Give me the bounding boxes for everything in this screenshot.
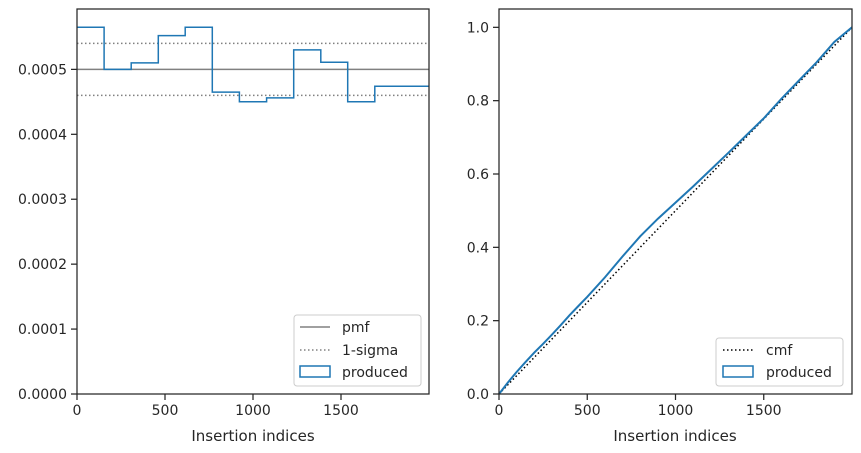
cdf-panel: 0 500 1000 1500 0.0 0.2 0.4 0.6 0.8 1.0 Insertio…: [467, 8, 853, 445]
hist-y-tick-label: 0.0002: [18, 257, 67, 273]
cdf-x-axis-label: Insertion indices: [613, 427, 736, 445]
hist-legend-pmf-label: pmf: [342, 320, 371, 336]
hist-sigma-lines: [77, 42, 429, 97]
hist-y-tick-label: 0.0005: [18, 62, 67, 78]
hist-legend: pmf 1-sigma produced: [293, 314, 422, 387]
hist-y-tick-label: 0.0004: [18, 127, 67, 143]
cdf-legend: cmf produced: [715, 337, 844, 387]
cdf-produced-line: [498, 26, 853, 395]
hist-y-tick-label: 0.0003: [18, 192, 67, 208]
hist-legend-box: [293, 314, 422, 387]
cdf-legend-produced-swatch: [722, 365, 754, 378]
hist-y-tick-label: 0.0001: [18, 322, 67, 338]
cdf-x-tick-label: 0: [495, 403, 504, 419]
hist-x-tick-label: 0: [73, 403, 82, 419]
hist-x-tick-label: 1000: [235, 403, 271, 419]
hist-x-ticks: 0 500 1000 1500: [73, 394, 359, 419]
cdf-x-tick-label: 500: [574, 403, 601, 419]
cdf-y-tick-label: 0.6: [467, 167, 489, 183]
hist-x-tick-label: 500: [152, 403, 179, 419]
cdf-y-tick-label: 0.8: [467, 94, 489, 110]
hist-legend-produced-label: produced: [342, 365, 408, 381]
hist-x-axis-label: Insertion indices: [191, 427, 314, 445]
cdf-legend-produced-label: produced: [766, 365, 832, 381]
hist-y-tick-label: 0.0000: [18, 387, 67, 403]
cdf-x-tick-label: 1500: [746, 403, 782, 419]
cdf-x-tick-label: 1000: [658, 403, 694, 419]
hist-legend-sigma-label: 1-sigma: [342, 343, 398, 359]
cdf-y-tick-label: 0.0: [467, 387, 489, 403]
cdf-x-ticks: 0 500 1000 1500: [495, 394, 782, 419]
hist-y-ticks: 0.0000 0.0001 0.0002 0.0003 0.0004 0.0005: [18, 62, 77, 403]
hist-panel: 0 500 1000 1500 0.00000.00010.00020.00030.0…: [18, 8, 430, 445]
cdf-y-ticks: 0.0 0.2 0.4 0.6 0.8 1.0: [467, 20, 499, 403]
hist-x-tick-label: 1500: [323, 403, 359, 419]
cdf-y-tick-label: 0.4: [467, 240, 489, 256]
hist-legend-produced-swatch: [299, 365, 331, 378]
cdf-cmf-line: [498, 26, 853, 395]
cdf-y-tick-label: 0.2: [467, 314, 489, 330]
hist-produced-step: [77, 26, 429, 103]
cdf-legend-cmf-label: cmf: [766, 343, 793, 359]
cdf-y-tick-label: 1.0: [467, 20, 489, 36]
